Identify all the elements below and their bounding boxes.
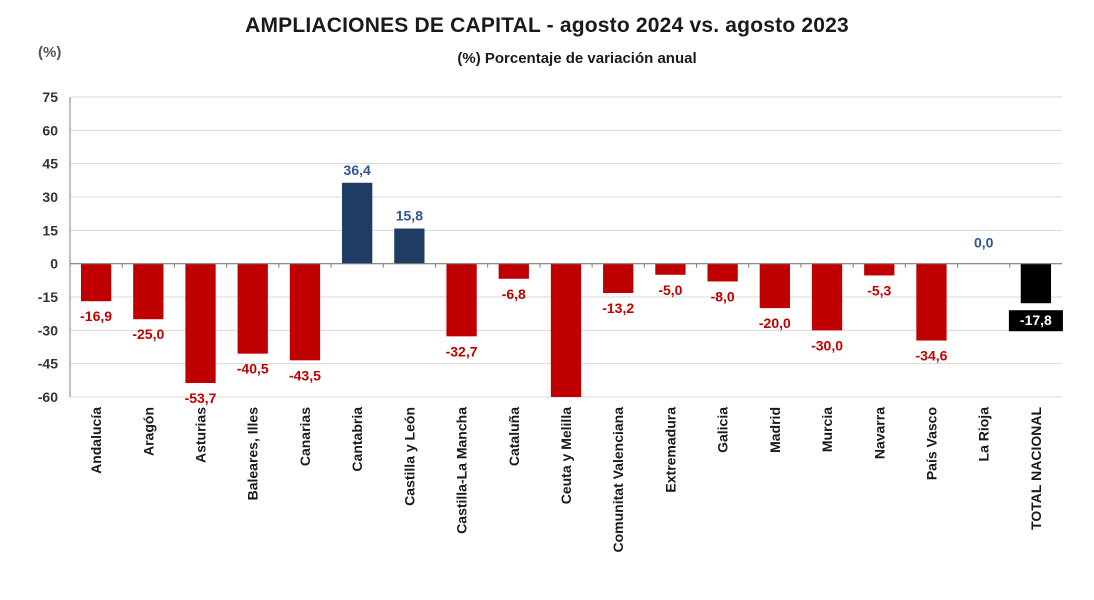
y-tick-label: -45 bbox=[38, 356, 58, 372]
x-tick-label: Cantabria bbox=[349, 407, 365, 472]
data-label: 15,8 bbox=[396, 208, 423, 224]
data-label: -13,2 bbox=[602, 300, 634, 316]
x-tick-label: La Rioja bbox=[976, 407, 992, 462]
data-label: 0,0 bbox=[974, 235, 994, 251]
y-tick-label: 45 bbox=[42, 156, 58, 172]
x-tick-label: Extremadura bbox=[662, 407, 678, 493]
bar bbox=[80, 263, 112, 302]
data-label: -5,0 bbox=[658, 282, 682, 298]
bar bbox=[1020, 263, 1052, 304]
chart-subtitle: (%) Porcentaje de variación anual bbox=[457, 50, 697, 67]
y-tick-label: 15 bbox=[42, 222, 58, 238]
bar bbox=[759, 263, 790, 309]
bar bbox=[655, 263, 686, 275]
x-tick-label: Andalucía bbox=[88, 407, 104, 474]
data-label: -25,0 bbox=[132, 326, 164, 342]
bar bbox=[289, 263, 321, 361]
bar bbox=[342, 182, 373, 264]
bar bbox=[237, 263, 268, 354]
category-labels: Andalucía Aragón Asturias Baleares, Illes Ca… bbox=[88, 407, 1044, 553]
x-tick-label: Ceuta y Melilla bbox=[558, 407, 574, 504]
y-tick-label: 75 bbox=[42, 89, 58, 105]
x-tick-label: Comunitat Valenciana bbox=[610, 407, 626, 553]
x-tick-label: Castilla-La Mancha bbox=[454, 407, 470, 534]
value-labels: -16,9 -25,0 -53,7 -40,5 -43,5 36,4 15,8 -32,7 -6… bbox=[80, 162, 1063, 406]
data-label: -34,6 bbox=[916, 348, 948, 364]
chart-title: AMPLIACIONES DE CAPITAL - agosto 2024 vs… bbox=[245, 14, 849, 37]
bar bbox=[811, 263, 843, 331]
y-tick-label: 60 bbox=[42, 122, 58, 138]
bar bbox=[446, 263, 477, 337]
bar bbox=[916, 263, 947, 341]
x-tick-label: TOTAL NACIONAL bbox=[1028, 407, 1044, 530]
bar bbox=[394, 228, 425, 264]
x-tick-label: Aragón bbox=[140, 407, 156, 456]
data-label: -17,8 bbox=[1020, 312, 1052, 328]
x-tick-label: Canarias bbox=[297, 407, 313, 466]
y-tick-label: -30 bbox=[38, 322, 58, 338]
x-tick-label: Asturias bbox=[193, 407, 209, 463]
total-label-box bbox=[1008, 310, 1063, 332]
bar bbox=[185, 263, 216, 383]
bar bbox=[133, 263, 164, 320]
bar bbox=[707, 263, 738, 282]
x-tick-label: Baleares, Illes bbox=[245, 407, 261, 501]
y-axis-unit-label: (%) bbox=[38, 44, 62, 61]
data-label: -32,7 bbox=[446, 343, 478, 359]
x-tick-label: Madrid bbox=[767, 407, 783, 453]
bar bbox=[864, 263, 895, 276]
bar bbox=[498, 263, 529, 279]
y-tick-label: 0 bbox=[50, 256, 58, 272]
data-label: -16,9 bbox=[80, 308, 112, 324]
y-tick-label: 30 bbox=[42, 189, 58, 205]
y-tick-label: -60 bbox=[38, 389, 58, 405]
data-label: -40,5 bbox=[237, 361, 269, 377]
x-tick-label: Murcia bbox=[819, 407, 835, 452]
data-label: 36,4 bbox=[344, 162, 371, 178]
x-tick-label: Galicia bbox=[715, 407, 731, 453]
y-tick-label: -15 bbox=[38, 289, 58, 305]
data-label: -6,8 bbox=[502, 286, 526, 302]
data-label: -53,7 bbox=[185, 390, 217, 406]
bar bbox=[603, 263, 634, 293]
zero-axis bbox=[69, 263, 1062, 268]
data-label: -5,3 bbox=[867, 282, 891, 298]
y-axis-ticks: 75 60 45 30 15 0 -15 -30 -45 -60 bbox=[38, 89, 58, 405]
x-tick-label: Castilla y León bbox=[401, 407, 417, 506]
x-tick-label: País Vasco bbox=[923, 407, 939, 480]
bar bbox=[550, 263, 582, 397]
data-label: -20,0 bbox=[759, 315, 791, 331]
data-label: -30,0 bbox=[811, 337, 843, 353]
x-tick-label: Cataluña bbox=[506, 407, 522, 466]
x-tick-label: Navarra bbox=[871, 407, 887, 459]
bars bbox=[80, 182, 1052, 397]
data-label: -8,0 bbox=[711, 288, 735, 304]
data-label: -43,5 bbox=[289, 367, 321, 383]
